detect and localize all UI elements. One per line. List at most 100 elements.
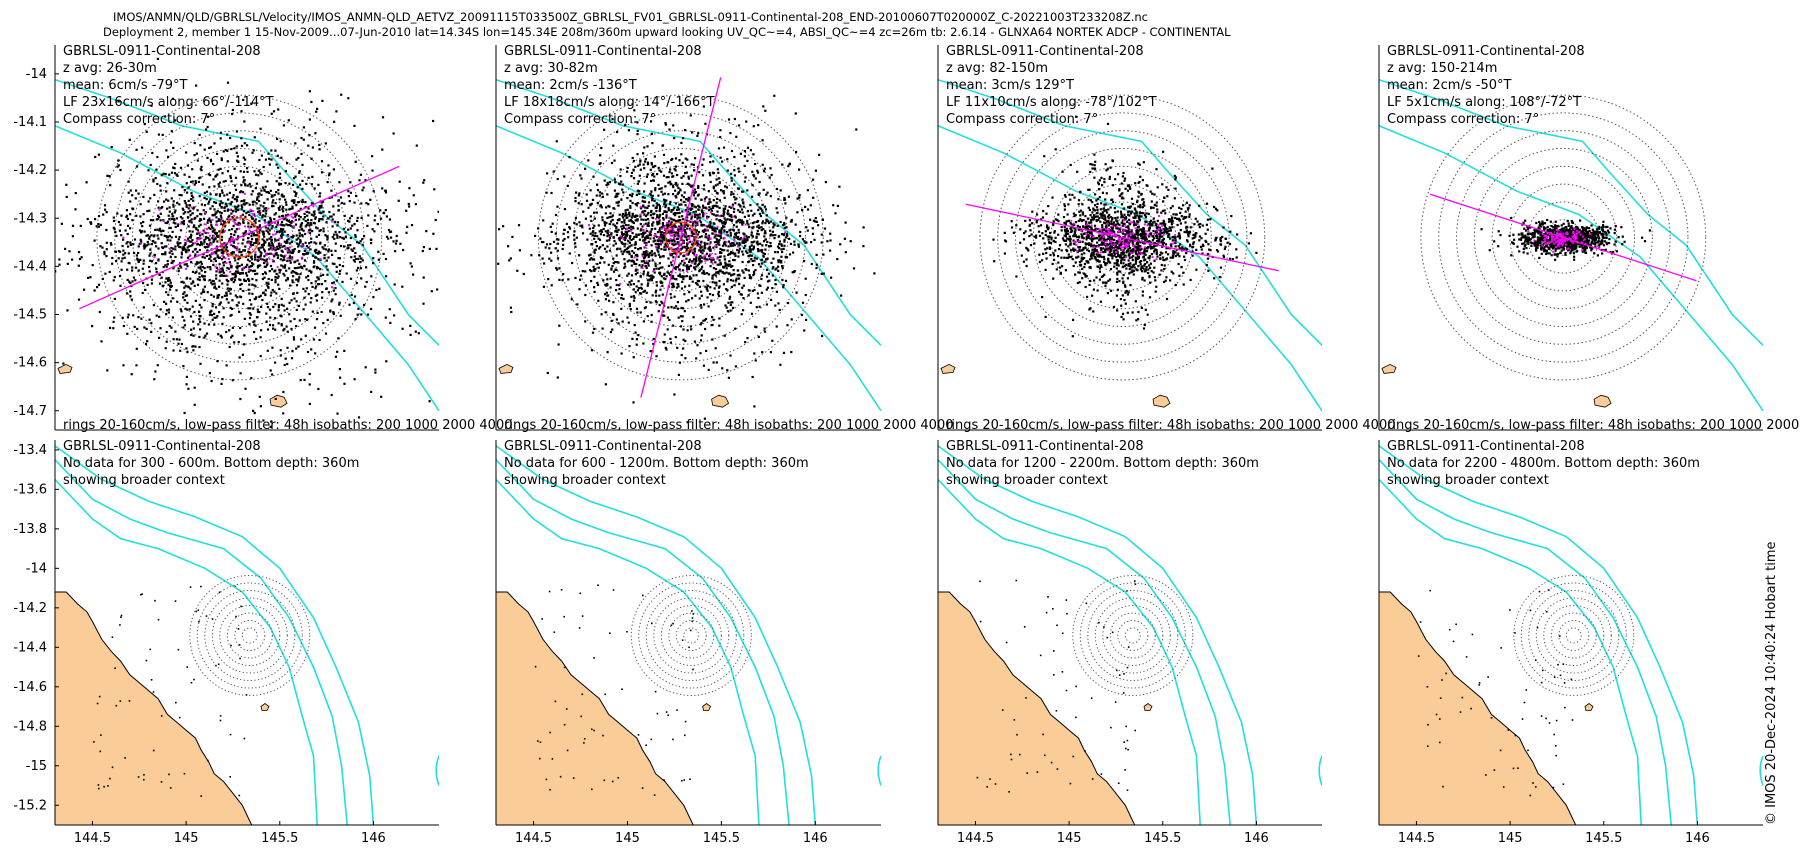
scatter-point (372, 190, 375, 193)
scatter-point (705, 286, 709, 290)
scatter-point (693, 236, 696, 239)
scatter-point (589, 189, 592, 192)
scatter-point (769, 167, 772, 170)
scatter-point (710, 209, 713, 212)
scatter-point (764, 238, 767, 241)
scatter-point (661, 144, 664, 147)
scatter-point (167, 279, 170, 282)
scatter-point (282, 195, 285, 198)
lowpass-point (190, 206, 193, 209)
scatter-point (726, 158, 729, 161)
scatter-point (127, 252, 130, 255)
ring-120cms (573, 130, 789, 345)
scatter-point (248, 203, 251, 206)
scatter-point (242, 289, 245, 293)
scatter-point (242, 170, 246, 173)
scatter-point (301, 187, 304, 190)
scatter-point (422, 276, 425, 279)
scatter-point (381, 148, 384, 151)
scatter-point (610, 267, 613, 270)
scatter-point (304, 253, 307, 256)
scatter-point (667, 272, 670, 275)
scatter-point (226, 218, 229, 221)
scatter-point (686, 224, 689, 227)
scatter-point (243, 199, 246, 202)
scatter-point (599, 154, 602, 157)
scatter-point (764, 222, 767, 225)
scatter-point (148, 237, 151, 240)
scatter-point (164, 264, 167, 267)
scatter-point (643, 289, 646, 292)
scatter-point (331, 253, 334, 256)
scatter-point (790, 220, 793, 223)
scatter-point (218, 211, 222, 214)
scatter-point (567, 236, 570, 239)
scatter-point (139, 222, 143, 225)
scatter-point (434, 218, 437, 222)
scatter-point (748, 226, 751, 229)
scatter-point (407, 202, 410, 206)
scatter-point (221, 322, 224, 325)
scatter-point (357, 266, 360, 269)
scatter-point (333, 233, 336, 236)
scatter-point (194, 181, 197, 184)
scatter-point (644, 231, 647, 234)
scatter-point (319, 274, 322, 277)
scatter-point (286, 307, 289, 310)
scatter-point (259, 405, 262, 408)
scatter-point (286, 330, 289, 333)
scatter-point (631, 156, 634, 160)
scatter-point (600, 313, 603, 316)
scatter-point (205, 128, 208, 131)
scatter-point (267, 248, 271, 251)
scatter-point (236, 265, 239, 268)
scatter-point (785, 226, 788, 229)
scatter-point (228, 237, 231, 240)
scatter-point (308, 372, 311, 376)
scatter-point (289, 261, 292, 264)
scatter-point (558, 278, 561, 281)
scatter-point (309, 301, 312, 304)
scatter-point (313, 250, 317, 253)
scatter-point (702, 213, 705, 216)
scatter-point (176, 174, 179, 177)
scatter-point (129, 227, 132, 230)
scatter-point (623, 233, 626, 236)
lowpass-point (312, 205, 315, 208)
scatter-point (292, 338, 296, 341)
lowpass-point (645, 243, 648, 246)
scatter-point (862, 245, 865, 248)
scatter-point (264, 215, 267, 218)
panel-annotation: mean: 6cm/s -79°T (63, 78, 187, 93)
scatter-point (161, 284, 164, 287)
scatter-point (676, 307, 679, 310)
scatter-point (654, 264, 657, 267)
scatter-point (699, 255, 702, 258)
scatter-point (689, 114, 692, 117)
scatter-point (124, 252, 127, 255)
scatter-point (629, 206, 632, 209)
scatter-point (286, 162, 289, 165)
scatter-point (221, 378, 224, 381)
scatter-point (671, 157, 674, 161)
lowpass-point (229, 263, 232, 266)
scatter-point (194, 299, 197, 302)
scatter-point (677, 250, 680, 253)
scatter-point (664, 185, 667, 188)
scatter-point (703, 417, 706, 420)
scatter-point (757, 219, 760, 223)
scatter-point (550, 251, 553, 254)
scatter-point (225, 202, 228, 205)
scatter-point (609, 331, 612, 334)
scatter-point (737, 238, 740, 241)
scatter-point (263, 255, 266, 258)
scatter-point (277, 242, 280, 245)
scatter-point (277, 244, 281, 247)
scatter-point (699, 251, 703, 254)
scatter-point (702, 364, 705, 367)
scatter-point (251, 258, 254, 261)
scatter-point (724, 258, 727, 261)
scatter-point (344, 235, 347, 238)
scatter-point (638, 264, 641, 267)
scatter-point (175, 173, 178, 176)
